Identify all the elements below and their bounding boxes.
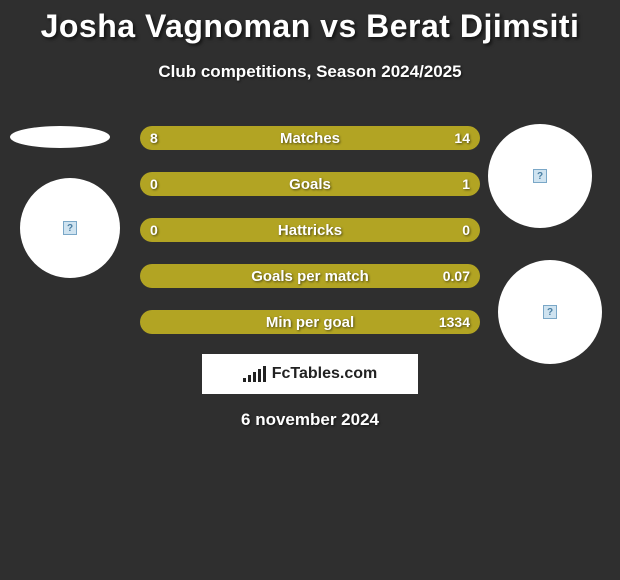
bar-right [310, 218, 480, 242]
row-value-left: 0 [150, 172, 158, 196]
row-value-right: 1 [462, 172, 470, 196]
bar-right [147, 172, 480, 196]
brand-box: FcTables.com [202, 354, 418, 394]
comparison-row: Goals01 [140, 172, 480, 196]
bar-right [147, 310, 480, 334]
brand-text: FcTables.com [272, 365, 378, 383]
row-value-right: 14 [454, 126, 470, 150]
player-left-shadow [10, 126, 110, 148]
row-value-right: 0 [462, 218, 470, 242]
bar-left [140, 172, 147, 196]
player-right-avatar-top: ? [488, 124, 592, 228]
bar-right [147, 264, 480, 288]
comparison-row: Min per goal1334 [140, 310, 480, 334]
bar-left [140, 310, 147, 334]
comparison-row: Hattricks00 [140, 218, 480, 242]
row-value-right: 0.07 [443, 264, 470, 288]
bar-left [140, 218, 310, 242]
brand-bars-icon [243, 366, 266, 382]
image-placeholder-icon: ? [63, 221, 77, 235]
bar-left [140, 264, 147, 288]
page-title: Josha Vagnoman vs Berat Djimsiti [0, 8, 620, 45]
bar-right [264, 126, 480, 150]
row-value-left: 0 [150, 218, 158, 242]
comparison-row: Matches814 [140, 126, 480, 150]
row-value-left: 8 [150, 126, 158, 150]
page-subtitle: Club competitions, Season 2024/2025 [0, 62, 620, 82]
bar-left [140, 126, 264, 150]
row-value-right: 1334 [439, 310, 470, 334]
player-left-avatar: ? [20, 178, 120, 278]
image-placeholder-icon: ? [543, 305, 557, 319]
player-right-avatar-bottom: ? [498, 260, 602, 364]
comparison-row: Goals per match0.07 [140, 264, 480, 288]
comparison-rows: Matches814Goals01Hattricks00Goals per ma… [140, 126, 480, 356]
image-placeholder-icon: ? [533, 169, 547, 183]
footer-date: 6 november 2024 [0, 410, 620, 430]
